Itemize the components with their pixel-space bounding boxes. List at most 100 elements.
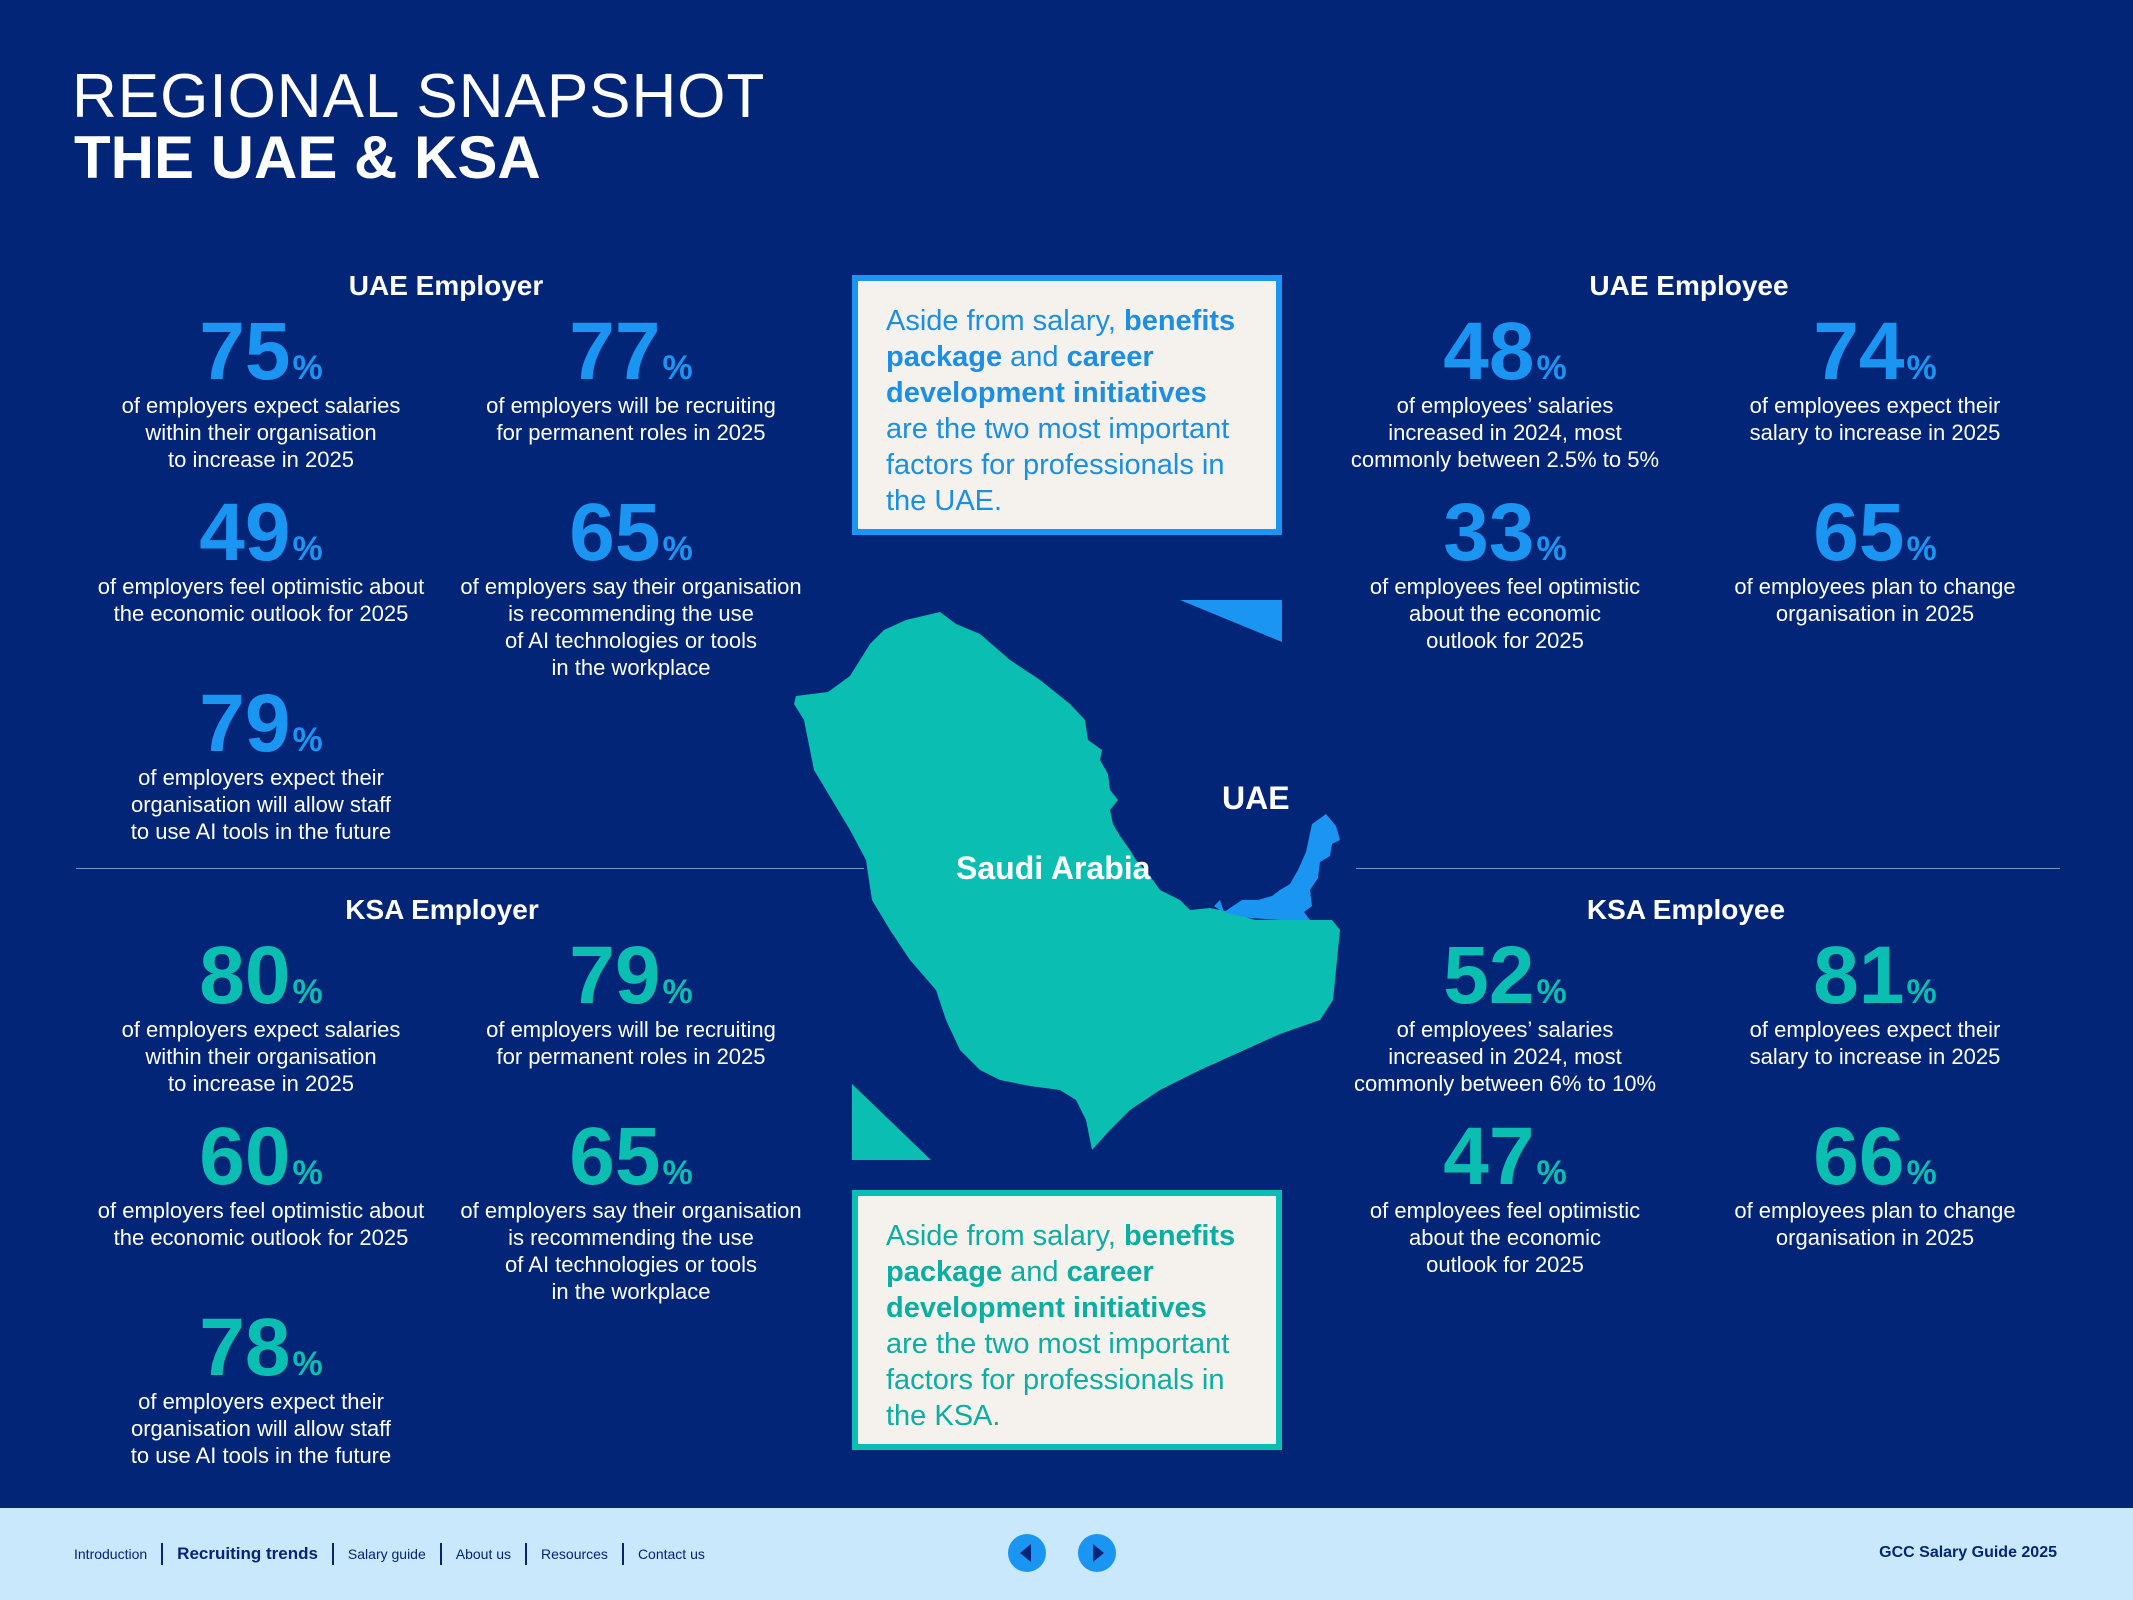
stat-unit: % (662, 973, 693, 1011)
ksa-employer-stat: 60% of employers feel optimistic about t… (76, 1116, 446, 1251)
uae-employee-stat: 33% of employees feel optimistic about t… (1320, 492, 1690, 654)
stat-unit: % (662, 530, 693, 568)
stat-value: 77 (569, 306, 661, 397)
stat-unit: % (1906, 973, 1937, 1011)
uae-employer-stat: 49% of employers feel optimistic about t… (76, 492, 446, 627)
prev-page-button[interactable] (1008, 1534, 1046, 1572)
ksa-employer-stat: 80% of employers expect salaries within … (76, 935, 446, 1097)
stat-value: 81 (1813, 930, 1905, 1021)
stat-value: 79 (569, 930, 661, 1021)
uae-employee-stat: 48% of employees’ salaries increased in … (1320, 311, 1690, 473)
next-page-button[interactable] (1078, 1534, 1116, 1572)
stat-unit: % (1906, 1154, 1937, 1192)
stat-value: 65 (569, 487, 661, 578)
stat-unit: % (1536, 973, 1567, 1011)
callout-ksa-text-2: and (1002, 1256, 1067, 1288)
nav-salary-guide[interactable]: Salary guide (331, 1543, 440, 1565)
ksa-employer-heading: KSA Employer (345, 894, 539, 925)
footer-nav: Introduction Recruiting trends Salary gu… (74, 1543, 719, 1565)
uae-employer-heading: UAE Employer (348, 270, 544, 301)
stat-description: of employees feel optimistic about the e… (1369, 574, 1641, 653)
stat-value: 75 (199, 306, 291, 397)
uae-employer-stat: 79% of employers expect their organisati… (76, 683, 446, 845)
callout-uae-text-3: are the two most important factors for p… (886, 413, 1230, 517)
stat-value: 80 (199, 930, 291, 1021)
uae-shape (1214, 814, 1340, 920)
ksa-employee-heading: KSA Employee (1586, 894, 1786, 925)
uae-employer-stat: 65% of employers say their organisation … (446, 492, 816, 681)
stat-value: 52 (1443, 930, 1535, 1021)
stat-value: 74 (1813, 306, 1905, 397)
stat-unit: % (1906, 530, 1937, 568)
stat-description: of employees feel optimistic about the e… (1369, 1198, 1641, 1277)
callout-uae: Aside from salary, benefits package and … (852, 275, 1282, 535)
stat-value: 48 (1443, 306, 1535, 397)
stat-value: 60 (199, 1111, 291, 1202)
guide-title: GCC Salary Guide 2025 (1879, 1544, 2057, 1561)
ksa-employee-stat: 52% of employees’ salaries increased in … (1320, 935, 1690, 1097)
nav-recruiting-trends[interactable]: Recruiting trends (161, 1543, 332, 1565)
callout-ksa-bold-2: career development initiatives (886, 1256, 1207, 1324)
stat-description: of employers say their organisation is r… (460, 574, 802, 680)
stat-description: of employers will be recruiting for perm… (486, 1017, 776, 1069)
stat-value: 78 (199, 1302, 291, 1393)
uae-employer-stat: 77% of employers will be recruiting for … (446, 311, 816, 446)
stat-unit: % (292, 1345, 323, 1383)
stat-value: 49 (199, 487, 291, 578)
stat-description: of employers expect salaries within thei… (121, 1017, 401, 1096)
stat-description: of employers expect salaries within thei… (121, 393, 401, 472)
stat-description: of employees expect their salary to incr… (1749, 1017, 2001, 1069)
stat-description: of employees’ salaries increased in 2024… (1350, 393, 1660, 472)
ksa-employer-stat: 79% of employers will be recruiting for … (446, 935, 816, 1070)
stat-description: of employees’ salaries increased in 2024… (1353, 1017, 1657, 1096)
stat-unit: % (662, 349, 693, 387)
stat-description: of employers say their organisation is r… (460, 1198, 802, 1304)
callout-uae-text-2: and (1002, 341, 1067, 373)
stat-value: 65 (1813, 487, 1905, 578)
stat-description: of employers feel optimistic about the e… (97, 574, 425, 626)
divider-left (76, 868, 864, 869)
callout-uae-pointer (1180, 600, 1282, 642)
stat-unit: % (1536, 1154, 1567, 1192)
ksa-employer-stat: 78% of employers expect their organisati… (76, 1307, 446, 1469)
stat-unit: % (292, 1154, 323, 1192)
ksa-employee-stat: 66% of employees plan to change organisa… (1690, 1116, 2060, 1251)
callout-uae-bold-1: benefits package (886, 305, 1236, 373)
stat-unit: % (1536, 530, 1567, 568)
ksa-employee-stat: 47% of employees feel optimistic about t… (1320, 1116, 1690, 1278)
callout-ksa-pointer (852, 1084, 931, 1160)
stat-description: of employees plan to change organisation… (1734, 574, 2016, 626)
callout-ksa-text-1: Aside from salary, (886, 1220, 1124, 1252)
stat-unit: % (292, 530, 323, 568)
uae-employer-stat: 75% of employers expect salaries within … (76, 311, 446, 473)
arrow-left-icon (1020, 1544, 1031, 1562)
stat-unit: % (1536, 349, 1567, 387)
nav-about-us[interactable]: About us (439, 1543, 525, 1565)
nav-introduction[interactable]: Introduction (74, 1546, 148, 1562)
stat-description: of employees expect their salary to incr… (1749, 393, 2001, 445)
page-title-regional-snapshot: REGIONAL SNAPSHOT (72, 62, 766, 131)
stat-description: of employers expect their organisation w… (130, 765, 392, 844)
callout-ksa-bold-1: benefits package (886, 1220, 1236, 1288)
footer-bar: Introduction Recruiting trends Salary gu… (0, 1508, 2133, 1600)
page-title-uae-ksa: THE UAE & KSA (74, 124, 541, 191)
stat-unit: % (292, 721, 323, 759)
stat-unit: % (1906, 349, 1937, 387)
nav-contact-us[interactable]: Contact us (621, 1543, 719, 1565)
ksa-employee-stat: 81% of employees expect their salary to … (1690, 935, 2060, 1070)
map-label-uae: UAE (1222, 780, 1290, 816)
stat-value: 79 (199, 678, 291, 769)
stat-unit: % (292, 349, 323, 387)
stat-value: 47 (1443, 1111, 1535, 1202)
divider-right (1356, 868, 2060, 869)
nav-resources[interactable]: Resources (525, 1543, 622, 1565)
stat-value: 33 (1443, 487, 1535, 578)
stat-description: of employers feel optimistic about the e… (97, 1198, 425, 1250)
stat-unit: % (292, 973, 323, 1011)
ksa-employer-stat: 65% of employers say their organisation … (446, 1116, 816, 1305)
uae-employee-stat: 74% of employees expect their salary to … (1690, 311, 2060, 446)
uae-employee-stat: 65% of employees plan to change organisa… (1690, 492, 2060, 627)
stat-value: 65 (569, 1111, 661, 1202)
uae-employee-heading: UAE Employee (1589, 270, 1789, 301)
saudi-arabia-shape (794, 612, 1340, 1150)
